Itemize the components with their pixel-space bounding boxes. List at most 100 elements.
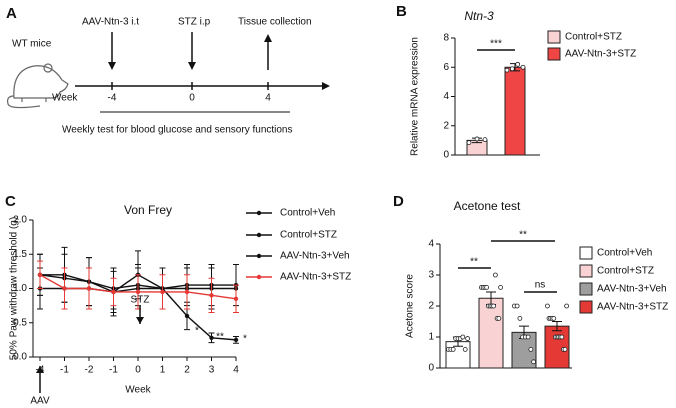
data-point bbox=[504, 67, 510, 73]
series-marker bbox=[233, 296, 239, 301]
x-tick-label: -2 bbox=[85, 365, 94, 376]
data-point bbox=[528, 346, 534, 352]
data-point bbox=[531, 359, 536, 365]
legend-label: AAV-Ntn-3+Veh bbox=[280, 251, 350, 262]
collection-label: Tissue collection bbox=[238, 17, 312, 28]
series-marker bbox=[86, 286, 92, 291]
data-point bbox=[460, 334, 466, 340]
x-tick-label: 1 bbox=[160, 365, 166, 376]
series-marker bbox=[62, 286, 67, 291]
panel-letter: C bbox=[5, 193, 16, 210]
panel-letter: B bbox=[396, 3, 407, 20]
legend-label: Control+Veh bbox=[597, 248, 652, 259]
data-point bbox=[450, 346, 456, 352]
y-tick-label: 4 bbox=[443, 91, 449, 102]
event-arrows bbox=[108, 34, 272, 70]
y-tick-label: 1.5 bbox=[13, 249, 27, 260]
legend-swatch bbox=[579, 264, 593, 278]
mouse-icon bbox=[7, 63, 69, 109]
data-point bbox=[564, 303, 569, 309]
injection-label: AAV-Ntn-3 i.t bbox=[82, 17, 139, 28]
data-point bbox=[482, 137, 488, 143]
data-point bbox=[466, 140, 472, 145]
data-point bbox=[551, 315, 557, 321]
x-tick-label: 0 bbox=[135, 365, 141, 376]
legend-marker bbox=[256, 210, 262, 216]
y-tick-label: 2 bbox=[428, 301, 434, 312]
y-tick-label: 2.0 bbox=[13, 215, 27, 226]
series-marker bbox=[184, 313, 190, 319]
y-tick-label: 1.0 bbox=[13, 283, 27, 294]
y-tick-label: 0.0 bbox=[13, 352, 27, 363]
timeline-ticks bbox=[111, 32, 269, 90]
data-point bbox=[498, 284, 504, 290]
y-tick-label: 3 bbox=[428, 270, 434, 281]
data-point bbox=[484, 284, 490, 290]
data-point bbox=[462, 346, 468, 352]
subject-label: WT mice bbox=[12, 39, 52, 50]
chart-title: Acetone test bbox=[454, 199, 521, 213]
x-tick-label: -1 bbox=[60, 365, 69, 376]
data-point bbox=[515, 61, 521, 67]
y-tick-label: 2 bbox=[443, 120, 449, 131]
legend-swatch bbox=[579, 282, 593, 296]
annotation: *** bbox=[490, 39, 502, 50]
panel-letter: D bbox=[393, 193, 404, 210]
legend-marker bbox=[256, 232, 262, 238]
annotation: STZ bbox=[131, 295, 150, 306]
data-point bbox=[545, 303, 550, 309]
week-tick: -4 bbox=[108, 93, 117, 104]
x-axis-label: Week bbox=[125, 385, 151, 396]
event-arrowhead bbox=[136, 317, 144, 324]
error-bar bbox=[552, 321, 562, 332]
legend-label: AAV-Ntn-3+Veh bbox=[597, 284, 667, 295]
data-point bbox=[517, 315, 523, 321]
data-point bbox=[492, 272, 498, 278]
annotation: * bbox=[195, 326, 199, 337]
series-marker bbox=[209, 335, 214, 341]
y-tick-label: 0.5 bbox=[13, 317, 27, 328]
y-tick-label: 0 bbox=[428, 363, 434, 374]
timeline-arrow bbox=[322, 82, 330, 90]
legend-label: Control+Veh bbox=[280, 208, 335, 219]
y-tick-label: 0 bbox=[443, 150, 449, 161]
legend-label: Control+STZ bbox=[565, 32, 622, 43]
week-tick: 0 bbox=[189, 93, 195, 104]
series-marker bbox=[37, 272, 43, 277]
legend-swatch bbox=[547, 30, 561, 44]
legend-label: AAV-Ntn-3+STZ bbox=[597, 302, 668, 313]
annotation: ** bbox=[216, 332, 224, 343]
x-tick-label: -1 bbox=[109, 365, 118, 376]
y-axis-label: Relative mRNA expression bbox=[410, 37, 421, 156]
data-point bbox=[520, 64, 526, 70]
stz-label: STZ i.p bbox=[178, 17, 211, 28]
series-marker bbox=[111, 289, 116, 295]
series-marker bbox=[135, 289, 141, 295]
annotation: ** bbox=[519, 230, 527, 241]
week-tick: 4 bbox=[265, 93, 271, 104]
data-point bbox=[509, 66, 515, 72]
annotation: AAV bbox=[30, 396, 50, 407]
legend-label: AAV-Ntn-3+STZ bbox=[565, 49, 636, 60]
y-tick-label: 6 bbox=[443, 62, 449, 73]
annotation: * bbox=[243, 334, 247, 345]
data-point bbox=[474, 136, 480, 142]
data-point bbox=[559, 334, 565, 340]
y-axis-label: 50% Paw withdraw threshold (g) bbox=[9, 217, 20, 360]
event-arrowhead bbox=[36, 366, 44, 373]
y-tick-label: 1 bbox=[428, 332, 434, 343]
annotation: ** bbox=[470, 257, 478, 268]
series-marker bbox=[160, 289, 165, 295]
annotation: ns bbox=[535, 280, 546, 291]
legend-label: AAV-Ntn-3+STZ bbox=[280, 272, 351, 283]
data-point bbox=[525, 334, 531, 340]
legend-swatch bbox=[579, 246, 593, 260]
chart-title: Von Frey bbox=[124, 203, 172, 217]
data-point bbox=[496, 315, 502, 321]
x-tick-label: 4 bbox=[233, 365, 239, 376]
y-tick-label: 8 bbox=[443, 33, 449, 44]
bar bbox=[478, 297, 504, 369]
panel-letter: A bbox=[6, 5, 17, 22]
legend-label: Control+STZ bbox=[597, 266, 654, 277]
